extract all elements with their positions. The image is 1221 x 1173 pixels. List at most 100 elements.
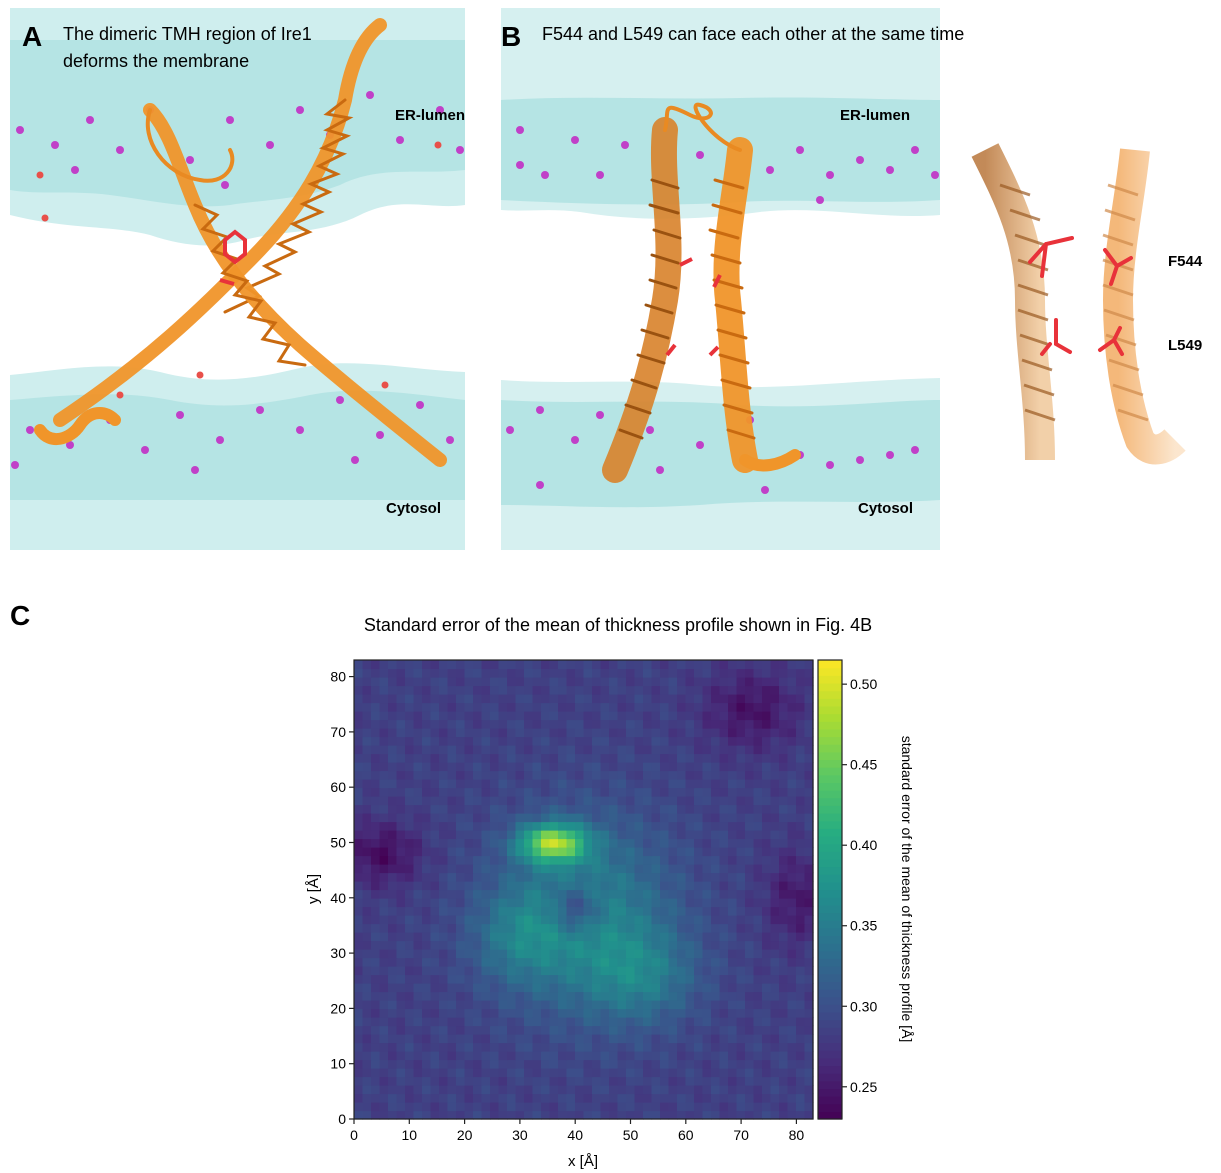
- heatmap-cell: [413, 1042, 423, 1052]
- heatmap-cell: [481, 762, 491, 772]
- heatmap-cell: [354, 915, 364, 925]
- heatmap-cell: [481, 966, 491, 976]
- heatmap-cell: [464, 974, 474, 984]
- heatmap-cell: [600, 668, 610, 678]
- heatmap-cell: [396, 711, 406, 721]
- heatmap-cell: [651, 770, 661, 780]
- heatmap-cell: [711, 1102, 721, 1112]
- heatmap-cell: [456, 804, 466, 814]
- heatmap-cell: [600, 1025, 610, 1035]
- heatmap-cell: [405, 753, 415, 763]
- heatmap-cell: [762, 779, 772, 789]
- heatmap-cell: [626, 898, 636, 908]
- panel-a-phosphate-beads: [11, 91, 464, 474]
- heatmap-cell: [405, 838, 415, 848]
- heatmap-cell: [711, 1085, 721, 1095]
- heatmap-cell: [634, 1076, 644, 1086]
- heatmap-cell: [405, 736, 415, 746]
- heatmap-cell: [575, 796, 585, 806]
- heatmap-cell: [490, 872, 500, 882]
- heatmap-cell: [473, 1102, 483, 1112]
- heatmap-cell: [575, 787, 585, 797]
- heatmap-cell: [600, 1051, 610, 1061]
- heatmap-cell: [371, 1093, 381, 1103]
- heatmap-cell: [362, 753, 372, 763]
- heatmap-cell: [583, 949, 593, 959]
- heatmap-cell: [447, 677, 457, 687]
- heatmap-cell: [685, 779, 695, 789]
- heatmap-cell: [354, 1000, 364, 1010]
- heatmap-cell: [379, 719, 389, 729]
- heatmap-cell: [490, 881, 500, 891]
- heatmap-cell: [464, 898, 474, 908]
- heatmap-cell: [413, 813, 423, 823]
- heatmap-cell: [575, 949, 585, 959]
- heatmap-cell: [668, 991, 678, 1001]
- heatmap-cell: [371, 1034, 381, 1044]
- colorbar-segment: [818, 759, 842, 768]
- heatmap-cell: [651, 940, 661, 950]
- heatmap-cell: [668, 702, 678, 712]
- heatmap-cell: [685, 881, 695, 891]
- heatmap-cell: [524, 847, 534, 857]
- x-tick-label: 40: [567, 1127, 583, 1143]
- heatmap-cell: [787, 838, 797, 848]
- y-tick-label: 30: [330, 945, 346, 961]
- heatmap-cell: [549, 677, 559, 687]
- heatmap-cell: [396, 779, 406, 789]
- heatmap-cell: [762, 1008, 772, 1018]
- heatmap-cell: [753, 847, 763, 857]
- heatmap-cell: [549, 847, 559, 857]
- heatmap-cell: [405, 932, 415, 942]
- heatmap-cell: [711, 906, 721, 916]
- heatmap-cell: [456, 1093, 466, 1103]
- heatmap-cell: [626, 949, 636, 959]
- heatmap-cell: [745, 753, 755, 763]
- heatmap-cell: [711, 957, 721, 967]
- heatmap-cell: [770, 685, 780, 695]
- heatmap-cell: [745, 779, 755, 789]
- heatmap-cell: [719, 762, 729, 772]
- heatmap-cell: [651, 1076, 661, 1086]
- heatmap-cell: [677, 1017, 687, 1027]
- heatmap-cell: [796, 881, 806, 891]
- panel-a-er-lumen-label: ER-lumen: [395, 107, 465, 124]
- heatmap-cell: [473, 864, 483, 874]
- heatmap-cell: [736, 991, 746, 1001]
- heatmap-cell: [787, 991, 797, 1001]
- heatmap-cell: [422, 745, 432, 755]
- heatmap-cell: [464, 915, 474, 925]
- heatmap-cell: [464, 762, 474, 772]
- heatmap-cell: [575, 983, 585, 993]
- heatmap-cell: [668, 762, 678, 772]
- heatmap-cell: [549, 1051, 559, 1061]
- heatmap-cell: [668, 668, 678, 678]
- heatmap-cell: [575, 940, 585, 950]
- heatmap-cell: [575, 711, 585, 721]
- heatmap-cell: [447, 872, 457, 882]
- heatmap-cell: [354, 957, 364, 967]
- heatmap-cell: [745, 711, 755, 721]
- heatmap-cell: [541, 1059, 551, 1069]
- heatmap-cell: [685, 1034, 695, 1044]
- heatmap-cell: [660, 1068, 670, 1078]
- heatmap-cell: [430, 838, 440, 848]
- heatmap-cell: [685, 932, 695, 942]
- heatmap-cell: [626, 770, 636, 780]
- heatmap-cell: [507, 796, 517, 806]
- heatmap-cell: [532, 796, 542, 806]
- heatmap-cell: [583, 762, 593, 772]
- heatmap-cell: [770, 796, 780, 806]
- heatmap-cell: [464, 1051, 474, 1061]
- heatmap-cell: [668, 898, 678, 908]
- heatmap-cell: [592, 1102, 602, 1112]
- heatmap-cell: [362, 702, 372, 712]
- heatmap-cell: [626, 855, 636, 865]
- heatmap-cell: [796, 685, 806, 695]
- heatmap-cell: [787, 940, 797, 950]
- heatmap-cell: [413, 1102, 423, 1112]
- heatmap-cell: [753, 940, 763, 950]
- heatmap-cell: [362, 1093, 372, 1103]
- heatmap-cell: [575, 915, 585, 925]
- heatmap-cell: [702, 830, 712, 840]
